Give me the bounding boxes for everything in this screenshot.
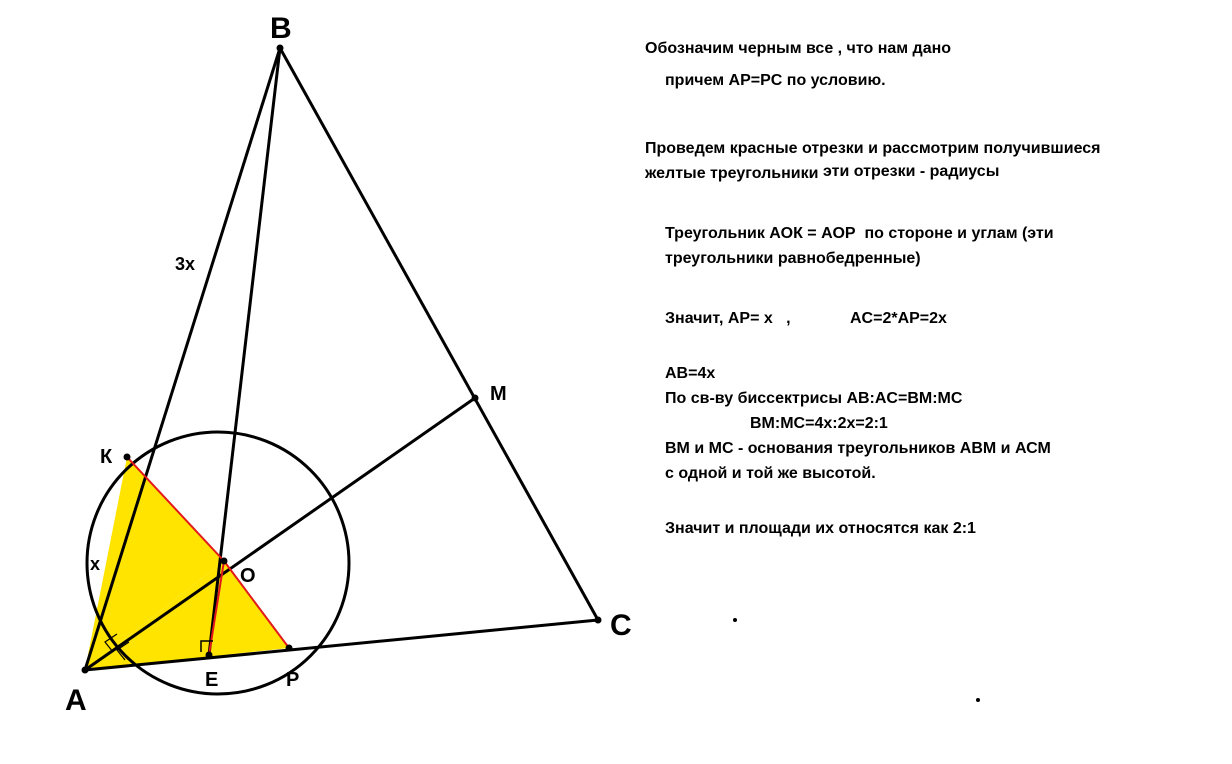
text-line-6: треугольники равнобедренные) [665,250,921,268]
text-line-1: Обозначим черным все , что нам дано [645,40,951,58]
text-line-4a: желтые треугольники [645,165,818,183]
svg-text:P: P [286,669,299,691]
geometry-diagram: A B C К M O E P 3x x [0,0,1232,764]
text-line-7a: Значит, АР= х , [665,310,791,328]
text-line-3: Проведем красные отрезки и рассмотрим по… [645,140,1101,158]
svg-text:E: E [205,669,218,691]
text-line-7b: AC=2*AP=2x [850,310,947,328]
svg-text:3x: 3x [175,254,195,274]
text-line-2: причем AP=PC по условию. [665,72,886,90]
text-line-12: с одной и той же высотой. [665,465,876,483]
svg-text:К: К [100,446,113,468]
text-line-10: BM:MC=4x:2x=2:1 [750,415,888,433]
text-line-9: По св-ву биссектрисы AB:AC=BM:MC [665,390,962,408]
svg-text:O: O [240,565,256,587]
svg-text:A: A [65,684,87,717]
text-line-5: Треугольник АОК = АОР по стороне и углам… [665,225,1054,243]
svg-text:x: x [90,554,100,574]
text-line-13: Значит и площади их относятся как 2:1 [665,520,976,538]
text-line-4b: эти отрезки - радиусы [823,163,999,181]
svg-text:B: B [270,12,292,45]
text-line-11: BM и MC - основания треугольников АВМ и … [665,440,1051,458]
svg-text:M: M [490,383,507,405]
text-line-8: AB=4x [665,365,715,383]
svg-text:C: C [610,609,632,642]
